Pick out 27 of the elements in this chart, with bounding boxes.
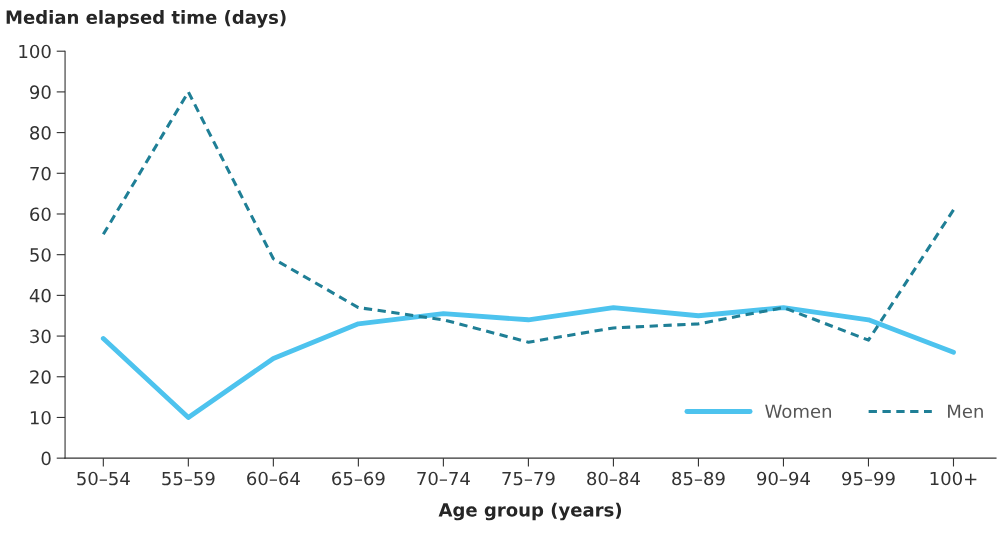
y-tick-label: 80 bbox=[30, 126, 51, 140]
x-tick-label: 90–94 bbox=[757, 471, 810, 486]
x-tick-label: 50–54 bbox=[77, 471, 130, 486]
x-axis-title: Age group (years) bbox=[438, 502, 622, 521]
y-tick-label: 10 bbox=[30, 410, 51, 425]
x-tick-label: 85–89 bbox=[672, 471, 725, 486]
x-tick-label: 60–64 bbox=[247, 471, 300, 486]
y-tick-label: 0 bbox=[41, 451, 51, 466]
line-series bbox=[101, 90, 956, 344]
y-tick-label: 20 bbox=[30, 370, 51, 384]
x-tick-label: 80–84 bbox=[587, 471, 640, 486]
y-tick-label: 70 bbox=[30, 166, 51, 181]
x-tick-label: 70–74 bbox=[417, 471, 470, 486]
y-axis-title: Median elapsed time (days) bbox=[6, 10, 286, 28]
y-tick-label: 40 bbox=[29, 288, 51, 303]
legend-label: Women bbox=[765, 404, 831, 419]
y-tick-label: 30 bbox=[30, 329, 51, 344]
y-tick-label: 60 bbox=[30, 207, 51, 222]
x-tick-label: 55–59 bbox=[162, 471, 215, 486]
x-tick-label: 65–69 bbox=[332, 471, 385, 486]
x-tick-label: 100+ bbox=[930, 471, 977, 486]
x-tick-label: 75–79 bbox=[502, 471, 555, 486]
legend-label: Men bbox=[948, 404, 983, 419]
y-tick-label: 100 bbox=[19, 44, 51, 59]
y-tick-label: 50 bbox=[30, 248, 51, 262]
x-tick-label: 95–99 bbox=[842, 471, 895, 486]
y-tick-label: 90 bbox=[30, 85, 51, 100]
